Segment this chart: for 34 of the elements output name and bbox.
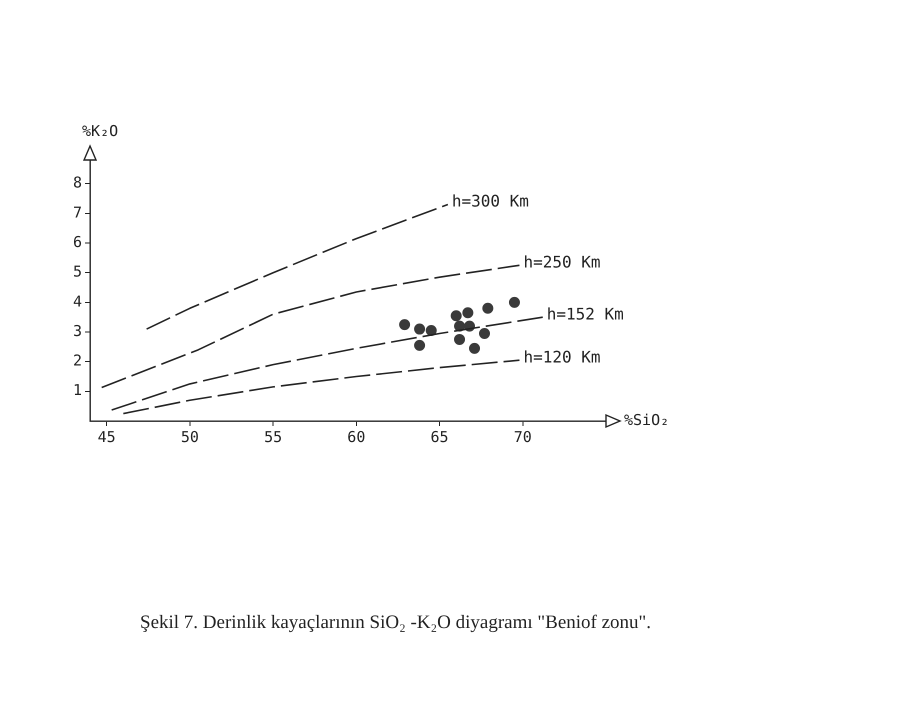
point xyxy=(399,319,410,330)
series-label: h=152 Km xyxy=(546,304,624,324)
series-label: h=250 Km xyxy=(523,252,601,272)
point xyxy=(508,296,520,308)
y-tick-label: 8 xyxy=(73,174,82,192)
series-label: h=120 Km xyxy=(523,347,601,366)
x-tick-label: 60 xyxy=(347,428,366,446)
point xyxy=(414,324,426,335)
y-axis-title: %K₂O xyxy=(82,122,118,140)
point xyxy=(469,342,480,354)
x-tick-label: 65 xyxy=(430,428,449,446)
y-tick-label: 7 xyxy=(73,203,82,222)
y-tick-label: 5 xyxy=(73,262,82,281)
line-series xyxy=(146,204,449,330)
x-tick-label: 50 xyxy=(180,428,199,446)
y-tick-label: 1 xyxy=(73,381,82,400)
series-label: h=300 Km xyxy=(452,192,529,211)
y-tick-label: 3 xyxy=(73,322,82,340)
point xyxy=(454,334,466,345)
point xyxy=(450,310,462,322)
x-tick-label: 70 xyxy=(514,428,532,446)
x-tick-label: 55 xyxy=(264,428,282,446)
point xyxy=(462,307,474,318)
line-series xyxy=(122,359,520,414)
point xyxy=(414,340,426,351)
text: Şekil 7. Derinlik kayaçlarının SiO₂ -K₂O diyagramı "Beniof zonu". xyxy=(140,612,652,634)
x-axis-title: %SiO₂ xyxy=(624,410,670,429)
y-tick-label: 2 xyxy=(73,352,82,370)
y-tick-label: 4 xyxy=(73,292,82,310)
x-tick-label: 45 xyxy=(98,428,116,446)
line-series xyxy=(100,264,520,388)
point xyxy=(482,302,494,314)
y-tick-label: 6 xyxy=(73,232,82,251)
point xyxy=(479,328,490,340)
